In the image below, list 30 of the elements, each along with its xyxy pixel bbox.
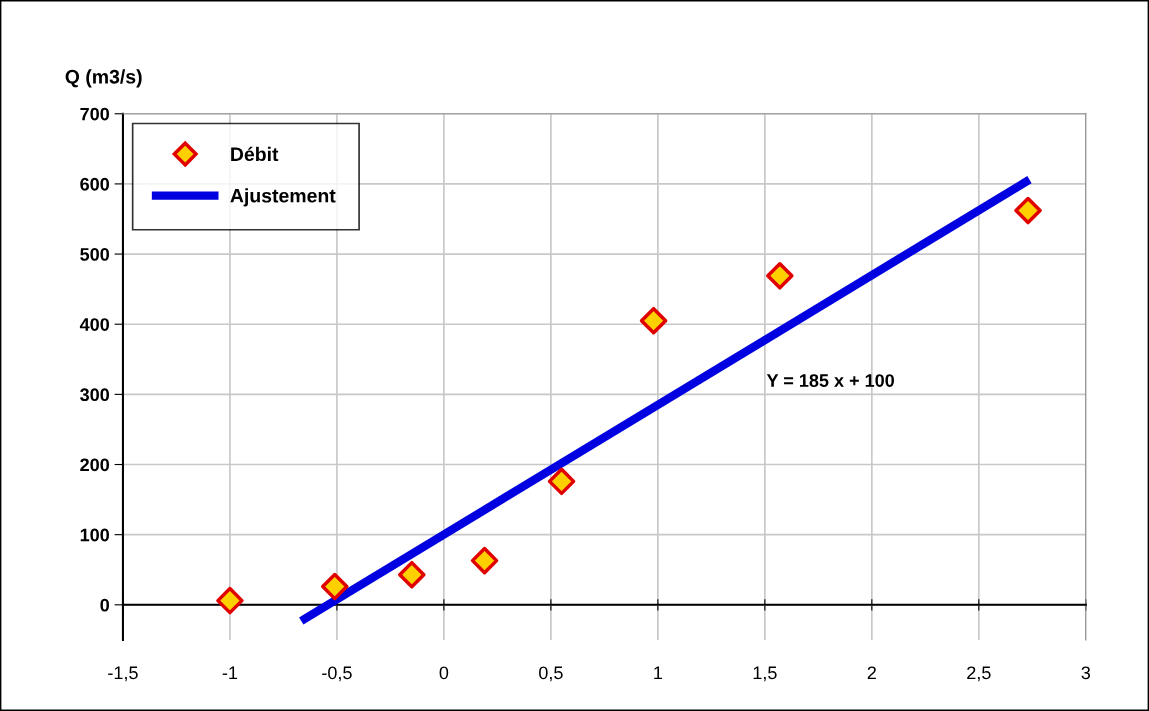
x-tick-label: 3 (1081, 666, 1091, 680)
legend-label: Débit (231, 146, 279, 162)
point (216, 586, 244, 615)
x-tick-label: 1 (654, 666, 663, 680)
point (1014, 196, 1042, 225)
y-axis-title: Q (m3/s) (65, 69, 142, 88)
x-tick-label: -1,5 (108, 666, 138, 682)
x-tick-label: 0 (439, 666, 449, 680)
x-tick-label: 2 (867, 666, 876, 680)
point (398, 560, 426, 589)
y-tick-label: 700 (80, 107, 110, 121)
legend-label: Ajustement (230, 188, 336, 207)
point (547, 467, 576, 496)
point (639, 306, 668, 335)
point (321, 572, 349, 601)
y-tick-label: 600 (80, 177, 110, 191)
point (766, 262, 794, 290)
y-tick-label: 0 (100, 598, 110, 612)
annotation: Y = 185 x + 100 (766, 374, 894, 387)
x-tick-label: -0,5 (322, 666, 352, 682)
y-tick-label: 100 (80, 528, 110, 542)
point (470, 546, 499, 575)
x-tick-label: 2,5 (967, 666, 991, 682)
y-tick-label: 300 (80, 388, 110, 402)
x-tick-label: 1,5 (753, 666, 777, 682)
y-tick-label: 500 (80, 248, 110, 261)
x-tick-label: -1 (222, 666, 238, 680)
x-tick-label: 0,5 (539, 666, 563, 682)
y-tick-label: 200 (80, 458, 110, 472)
y-tick-label: 400 (79, 318, 110, 331)
